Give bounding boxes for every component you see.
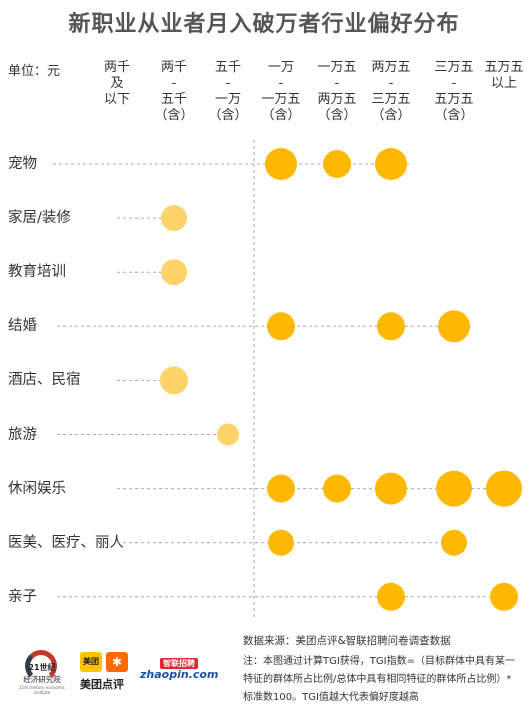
footer-source: 数据来源：美团点评&智联招聘问卷调查数据 bbox=[243, 635, 451, 647]
footer-note: 注：本图通过计算TGI获得，TGI指数=（目标群体中具有某一特征的群体所占比例/… bbox=[243, 656, 515, 703]
data-point bbox=[436, 470, 472, 507]
logo-21-line2: 经济研究院 bbox=[23, 675, 61, 684]
data-point bbox=[377, 312, 405, 341]
zhaopin-text: zhaopin.com bbox=[140, 668, 219, 681]
unit-label: 单位：元 bbox=[8, 64, 61, 79]
row-label: 医美、医疗、丽人 bbox=[8, 534, 124, 551]
data-point bbox=[323, 150, 351, 178]
column-header: 五万五 以上 bbox=[484, 60, 524, 91]
data-point bbox=[267, 474, 295, 503]
logo-arc-icon bbox=[25, 650, 57, 682]
dianping-icon: ✱ bbox=[106, 652, 128, 672]
meituan-badge: 美团 bbox=[80, 652, 102, 672]
data-point bbox=[161, 259, 187, 286]
meituan-text: 美团点评 bbox=[80, 678, 124, 691]
logo-21-line1: 21世纪 bbox=[28, 663, 56, 672]
row-label: 休闲娱乐 bbox=[8, 480, 66, 497]
column-header: 两万五 - 三万五 （含） bbox=[371, 60, 411, 123]
row-label: 宠物 bbox=[8, 156, 37, 172]
zhaopin-badge: 智联招聘 bbox=[160, 658, 198, 669]
row-label: 亲子 bbox=[8, 588, 37, 605]
data-point bbox=[486, 470, 522, 507]
data-point bbox=[375, 472, 407, 505]
logo-meituan-dianping: 美团 ✱ 美团点评 bbox=[80, 652, 130, 694]
data-point bbox=[161, 205, 187, 232]
row-label: 结婚 bbox=[8, 318, 37, 335]
data-point bbox=[217, 423, 239, 446]
data-point bbox=[375, 148, 407, 180]
column-header: 一万五 - 两万五 （含） bbox=[317, 60, 357, 123]
data-point bbox=[267, 312, 295, 341]
row-label: 家居/装修 bbox=[8, 210, 71, 227]
data-point bbox=[323, 474, 351, 503]
column-header: 三万五 - 五万五 （含） bbox=[434, 60, 474, 123]
data-point bbox=[265, 148, 297, 180]
data-point bbox=[490, 582, 518, 611]
data-point bbox=[441, 529, 467, 556]
column-header: 两千 及 以下 bbox=[103, 60, 130, 107]
row-label: 酒店、民宿 bbox=[8, 372, 81, 389]
logo-21-line3: 21st century economic institute bbox=[19, 685, 65, 695]
column-header: 两千 - 五千 （含） bbox=[154, 60, 194, 123]
data-point bbox=[377, 582, 405, 611]
data-point bbox=[268, 529, 294, 556]
row-label: 教育培训 bbox=[8, 264, 66, 281]
logo-zhaopin: 智联招聘 zhaopin.com bbox=[140, 658, 218, 688]
logo-21st-century: 21世纪 经济研究院 21st century economic institu… bbox=[18, 650, 66, 695]
data-point bbox=[438, 310, 470, 343]
data-point bbox=[160, 366, 188, 395]
column-header: 一万 - 一万五 （含） bbox=[261, 60, 301, 123]
chart-title: 新职业从业者月入破万者行业偏好分布 bbox=[68, 12, 460, 37]
row-label: 旅游 bbox=[8, 426, 37, 443]
column-header: 五千 - 一万 （含） bbox=[208, 60, 248, 123]
